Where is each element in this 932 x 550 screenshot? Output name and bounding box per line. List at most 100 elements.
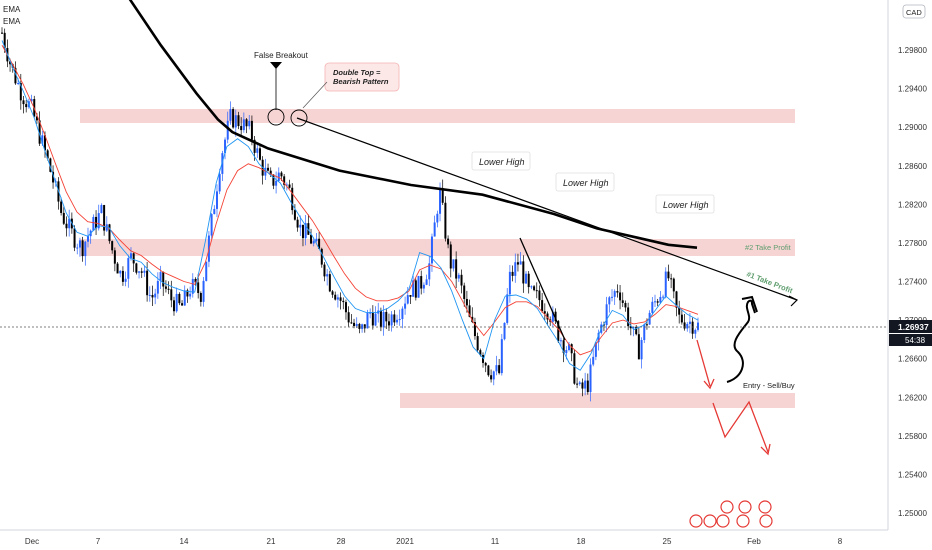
candle-body bbox=[589, 364, 592, 393]
candle-body bbox=[9, 61, 12, 65]
candle-body bbox=[605, 304, 608, 325]
candle-body bbox=[331, 291, 334, 295]
candle-body bbox=[393, 314, 396, 323]
candle-body bbox=[288, 184, 291, 188]
candle-body bbox=[347, 312, 350, 323]
candle-body bbox=[65, 223, 68, 229]
candle-body bbox=[460, 274, 463, 286]
event-flag-icon[interactable] bbox=[736, 514, 750, 528]
indicator-1-label[interactable]: EMA bbox=[3, 5, 21, 14]
candle-body bbox=[320, 248, 323, 265]
candle-body bbox=[92, 216, 95, 231]
candle-body bbox=[602, 324, 605, 326]
candle-body bbox=[433, 222, 436, 237]
candle-body bbox=[310, 234, 313, 244]
candle-body bbox=[344, 302, 347, 313]
candle-body bbox=[616, 291, 619, 293]
candle-body bbox=[680, 314, 683, 323]
candle-body bbox=[385, 311, 388, 322]
event-flag-icon[interactable] bbox=[738, 500, 752, 514]
indicator-2-label[interactable]: EMA bbox=[3, 17, 21, 26]
candle-body bbox=[226, 120, 229, 140]
event-flag-icon[interactable] bbox=[758, 500, 772, 514]
candle-body bbox=[135, 263, 138, 273]
time-tick-label: 28 bbox=[337, 537, 346, 546]
candle-body bbox=[441, 188, 444, 203]
candle-body bbox=[476, 336, 479, 351]
false-breakout-marker bbox=[270, 62, 282, 69]
projection-squiggle-head bbox=[741, 295, 758, 313]
candle-body bbox=[519, 261, 522, 265]
candle-body bbox=[323, 264, 326, 277]
candle-body bbox=[697, 322, 699, 330]
candle-body bbox=[559, 340, 562, 342]
event-flag-icon[interactable] bbox=[720, 500, 734, 514]
candle-body bbox=[194, 278, 197, 283]
candle-body bbox=[307, 223, 310, 235]
candle-body bbox=[422, 284, 425, 289]
economic-events[interactable] bbox=[689, 500, 773, 528]
candle-body bbox=[412, 280, 415, 297]
event-flag-icon[interactable] bbox=[716, 514, 730, 528]
candle-body bbox=[43, 135, 46, 151]
price-tick-label: 1.28200 bbox=[898, 200, 927, 209]
candle-body bbox=[490, 375, 493, 380]
time-axis-ticks: Dec 7 14 21 28 2021 11 18 25 Feb 8 bbox=[25, 537, 843, 546]
price-tick-label: 1.26600 bbox=[898, 355, 927, 364]
candle-body bbox=[457, 274, 460, 279]
price-tick-label: 1.25800 bbox=[898, 432, 927, 441]
event-flag-icon[interactable] bbox=[689, 514, 703, 528]
candle-body bbox=[68, 218, 71, 229]
candle-body bbox=[390, 314, 393, 326]
candle-body bbox=[267, 167, 270, 171]
candles-layer bbox=[1, 27, 699, 402]
price-axis[interactable]: 1.29800 1.29400 1.29000 1.28600 1.28200 1.278… bbox=[887, 0, 932, 530]
candle-body bbox=[452, 259, 455, 269]
candle-body bbox=[382, 311, 385, 328]
take-profit-2-zone bbox=[80, 239, 795, 256]
time-tick-label: 14 bbox=[180, 537, 189, 546]
candle-body bbox=[374, 313, 377, 326]
candle-body bbox=[436, 213, 439, 223]
candle-body bbox=[283, 176, 286, 185]
price-tick-label: 1.27400 bbox=[898, 278, 927, 287]
candle-body bbox=[675, 291, 678, 308]
candle-body bbox=[645, 324, 648, 326]
candle-body bbox=[664, 271, 667, 297]
candle-body bbox=[339, 297, 342, 301]
candle-body bbox=[256, 148, 259, 153]
candle-body bbox=[167, 288, 170, 290]
candle-body bbox=[132, 253, 135, 264]
candle-body bbox=[562, 340, 565, 354]
lower-high-3-box bbox=[655, 194, 715, 214]
candle-body bbox=[533, 286, 536, 291]
candle-body bbox=[116, 263, 119, 274]
candle-body bbox=[396, 319, 399, 323]
candle-body bbox=[38, 120, 41, 144]
price-tick-label: 1.29000 bbox=[898, 123, 927, 132]
price-tick-label: 1.25400 bbox=[898, 470, 927, 479]
candle-body bbox=[277, 172, 280, 181]
candle-body bbox=[121, 270, 124, 282]
candle-body bbox=[621, 300, 624, 303]
candle-body bbox=[3, 32, 6, 48]
price-axis-ticks: 1.29800 1.29400 1.29000 1.28600 1.28200 1.278… bbox=[898, 46, 927, 518]
currency-badge[interactable] bbox=[902, 4, 926, 19]
candle-body bbox=[404, 303, 407, 309]
annotations-layer: False Breakout Double Top = Bearish Patt… bbox=[254, 51, 795, 390]
time-axis[interactable]: Dec 7 14 21 28 2021 11 18 25 Feb 8 bbox=[0, 529, 888, 546]
candle-body bbox=[678, 307, 681, 315]
event-flag-icon[interactable] bbox=[759, 514, 773, 528]
candle-body bbox=[379, 310, 382, 328]
candle-body bbox=[654, 301, 657, 303]
candle-body bbox=[296, 219, 299, 228]
candle-body bbox=[127, 258, 130, 279]
event-flag-icon[interactable] bbox=[703, 514, 717, 528]
candle-body bbox=[627, 307, 630, 327]
candle-body bbox=[218, 173, 221, 192]
candle-body bbox=[162, 272, 165, 287]
candle-body bbox=[170, 289, 173, 301]
candle-body bbox=[100, 205, 103, 214]
candle-body bbox=[140, 271, 143, 273]
